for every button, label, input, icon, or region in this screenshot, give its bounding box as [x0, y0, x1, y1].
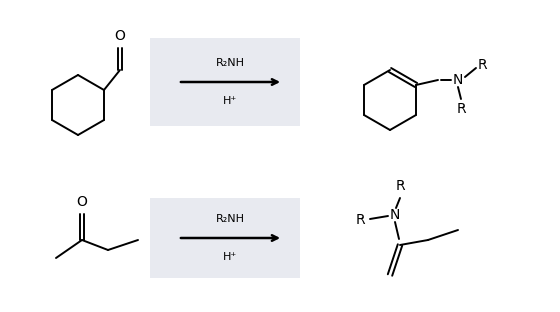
Text: N: N — [453, 73, 463, 87]
Bar — [150, 198, 300, 278]
Text: R₂NH: R₂NH — [216, 214, 245, 224]
Text: O: O — [77, 195, 87, 209]
Text: R: R — [395, 179, 405, 193]
Text: N: N — [390, 208, 400, 222]
Text: R: R — [478, 58, 488, 72]
Text: R₂NH: R₂NH — [216, 58, 245, 68]
Text: R: R — [356, 213, 365, 227]
Bar — [150, 38, 300, 126]
Text: R: R — [456, 102, 466, 116]
Text: H⁺: H⁺ — [223, 252, 237, 262]
Text: H⁺: H⁺ — [223, 96, 237, 106]
Text: O: O — [115, 29, 125, 43]
